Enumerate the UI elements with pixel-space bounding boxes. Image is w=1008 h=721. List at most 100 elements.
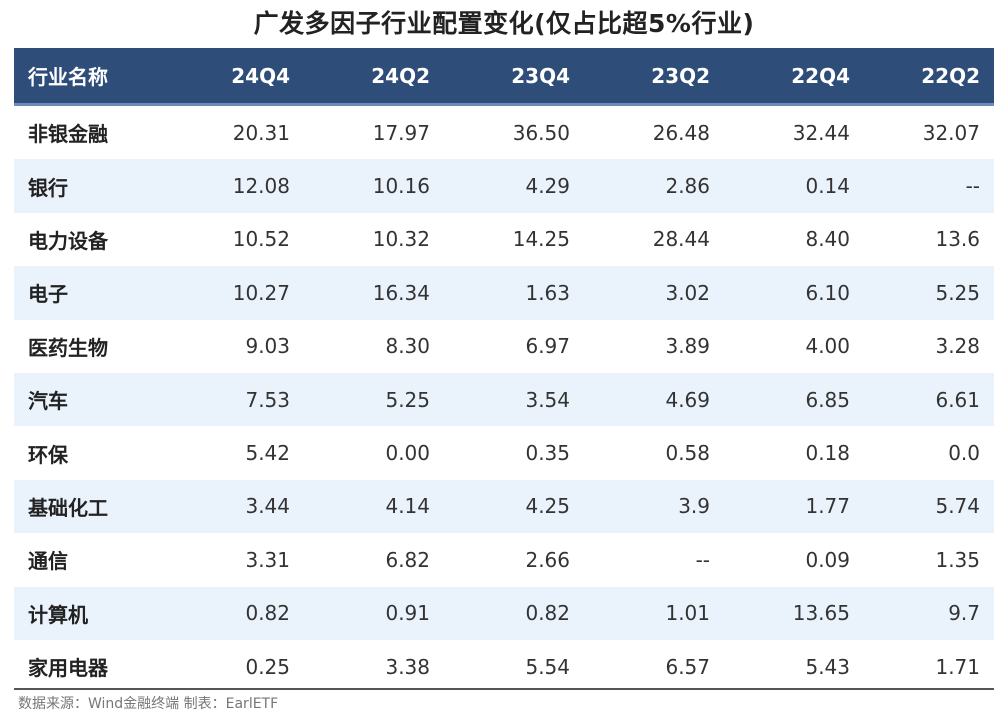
table-row: 银行 12.08 10.16 4.29 2.86 0.14 -- xyxy=(14,159,994,213)
value-cell: 36.50 xyxy=(512,120,570,145)
value-cell: 0.82 xyxy=(166,586,304,640)
value-cell: 6.61 xyxy=(864,372,994,427)
value-cell: 0.09 xyxy=(805,547,850,572)
value-cell: 10.27 xyxy=(166,266,304,320)
value-cell: 13.65 xyxy=(724,586,864,640)
industry-name-cell: 基础化工 xyxy=(14,479,166,534)
value-cell: 0.18 xyxy=(805,441,850,466)
value-cell: -- xyxy=(864,159,994,213)
value-cell: 3.9 xyxy=(584,479,724,534)
table-header: 行业名称 24Q4 24Q2 23Q4 23Q2 22Q4 22Q2 xyxy=(14,48,994,106)
industry-name-cell: 通信 xyxy=(28,549,68,574)
value-cell: 4.14 xyxy=(304,479,444,534)
value-cell: 32.44 xyxy=(792,120,850,145)
value-cell: 10.16 xyxy=(304,159,444,213)
column-header-22q2: 22Q2 xyxy=(864,48,994,106)
value-cell: 3.38 xyxy=(385,654,430,679)
value-cell: 26.48 xyxy=(652,120,710,145)
column-header-industry: 行业名称 xyxy=(14,48,166,106)
column-header-24q2: 24Q2 xyxy=(304,48,444,106)
value-cell: 5.74 xyxy=(864,479,994,534)
table-row: 基础化工 3.44 4.14 4.25 3.9 1.77 5.74 xyxy=(14,479,994,534)
value-cell: 10.52 xyxy=(232,227,290,252)
value-cell: 3.28 xyxy=(935,334,980,359)
value-cell: 10.32 xyxy=(372,227,430,252)
value-cell: 5.25 xyxy=(864,266,994,320)
table-title: 广发多因子行业配置变化(仅占比超5%行业) xyxy=(253,9,755,38)
value-cell: 6.57 xyxy=(665,654,710,679)
value-cell: 5.54 xyxy=(525,654,570,679)
value-cell: 28.44 xyxy=(652,227,710,252)
table-body: 非银金融 20.31 17.97 36.50 26.48 32.44 32.07 银行 12.0… xyxy=(14,105,994,694)
value-cell: 5.42 xyxy=(245,441,290,466)
value-cell: 5.25 xyxy=(304,372,444,427)
table-row: 计算机 0.82 0.91 0.82 1.01 13.65 9.7 xyxy=(14,586,994,640)
value-cell: 0.00 xyxy=(385,441,430,466)
value-cell: 13.6 xyxy=(935,227,980,252)
bottom-rule xyxy=(14,688,994,690)
industry-name-cell: 汽车 xyxy=(14,372,166,427)
table-row: 非银金融 20.31 17.97 36.50 26.48 32.44 32.07 xyxy=(14,105,994,160)
value-cell: 1.63 xyxy=(444,266,584,320)
industry-name-cell: 计算机 xyxy=(14,586,166,640)
value-cell: 1.77 xyxy=(724,479,864,534)
value-cell: 14.25 xyxy=(512,227,570,252)
allocation-table-container: 行业名称 24Q4 24Q2 23Q4 23Q2 22Q4 22Q2 非银金融 20.31 17… xyxy=(14,48,994,693)
value-cell: 4.69 xyxy=(584,372,724,427)
value-cell: 0.35 xyxy=(525,441,570,466)
column-header-23q4: 23Q4 xyxy=(444,48,584,106)
value-cell: 0.91 xyxy=(304,586,444,640)
value-cell: 9.7 xyxy=(864,586,994,640)
column-header-22q4: 22Q4 xyxy=(724,48,864,106)
table-row: 通信 3.31 6.82 2.66 -- 0.09 1.35 xyxy=(14,533,994,586)
value-cell: 8.30 xyxy=(385,334,430,359)
industry-name-cell: 电力设备 xyxy=(28,228,108,253)
value-cell: 1.71 xyxy=(935,654,980,679)
value-cell: 0.14 xyxy=(724,159,864,213)
industry-name-cell: 家用电器 xyxy=(28,656,108,681)
value-cell: 5.43 xyxy=(805,654,850,679)
column-header-23q2: 23Q2 xyxy=(584,48,724,106)
industry-name-cell: 电子 xyxy=(14,266,166,320)
value-cell: 3.31 xyxy=(245,547,290,572)
value-cell: 17.97 xyxy=(372,120,430,145)
value-cell: 6.82 xyxy=(385,547,430,572)
value-cell: 16.34 xyxy=(304,266,444,320)
value-cell: 7.53 xyxy=(166,372,304,427)
value-cell: 4.00 xyxy=(805,334,850,359)
value-cell: 1.35 xyxy=(935,547,980,572)
table-row: 电力设备 10.52 10.32 14.25 28.44 8.40 13.6 xyxy=(14,213,994,266)
value-cell: 2.66 xyxy=(525,547,570,572)
header-row: 行业名称 24Q4 24Q2 23Q4 23Q2 22Q4 22Q2 xyxy=(14,48,994,106)
industry-name-cell: 环保 xyxy=(28,442,68,467)
value-cell: 6.10 xyxy=(724,266,864,320)
table-row: 医药生物 9.03 8.30 6.97 3.89 4.00 3.28 xyxy=(14,320,994,373)
value-cell: 20.31 xyxy=(232,120,290,145)
industry-name-cell: 医药生物 xyxy=(28,335,108,360)
industry-name-cell: 银行 xyxy=(14,159,166,213)
value-cell: -- xyxy=(695,547,710,572)
source-note: 数据来源：Wind金融终端 制表：EarlETF xyxy=(18,696,279,712)
value-cell: 3.54 xyxy=(444,372,584,427)
value-cell: 2.86 xyxy=(584,159,724,213)
value-cell: 12.08 xyxy=(166,159,304,213)
value-cell: 3.02 xyxy=(584,266,724,320)
value-cell: 32.07 xyxy=(922,120,980,145)
value-cell: 3.44 xyxy=(166,479,304,534)
value-cell: 0.58 xyxy=(665,441,710,466)
column-header-24q4: 24Q4 xyxy=(166,48,304,106)
value-cell: 9.03 xyxy=(245,334,290,359)
value-cell: 1.01 xyxy=(584,586,724,640)
value-cell: 0.25 xyxy=(245,654,290,679)
allocation-table: 行业名称 24Q4 24Q2 23Q4 23Q2 22Q4 22Q2 非银金融 20.31 17… xyxy=(14,48,994,693)
value-cell: 6.85 xyxy=(724,372,864,427)
value-cell: 3.89 xyxy=(665,334,710,359)
value-cell: 4.25 xyxy=(444,479,584,534)
table-row: 电子 10.27 16.34 1.63 3.02 6.10 5.25 xyxy=(14,266,994,320)
table-row: 家用电器 0.25 3.38 5.54 6.57 5.43 1.71 xyxy=(14,640,994,693)
value-cell: 0.0 xyxy=(948,441,980,466)
table-row: 环保 5.42 0.00 0.35 0.58 0.18 0.0 xyxy=(14,426,994,479)
industry-name-cell: 非银金融 xyxy=(28,122,108,147)
value-cell: 4.29 xyxy=(444,159,584,213)
value-cell: 6.97 xyxy=(525,334,570,359)
